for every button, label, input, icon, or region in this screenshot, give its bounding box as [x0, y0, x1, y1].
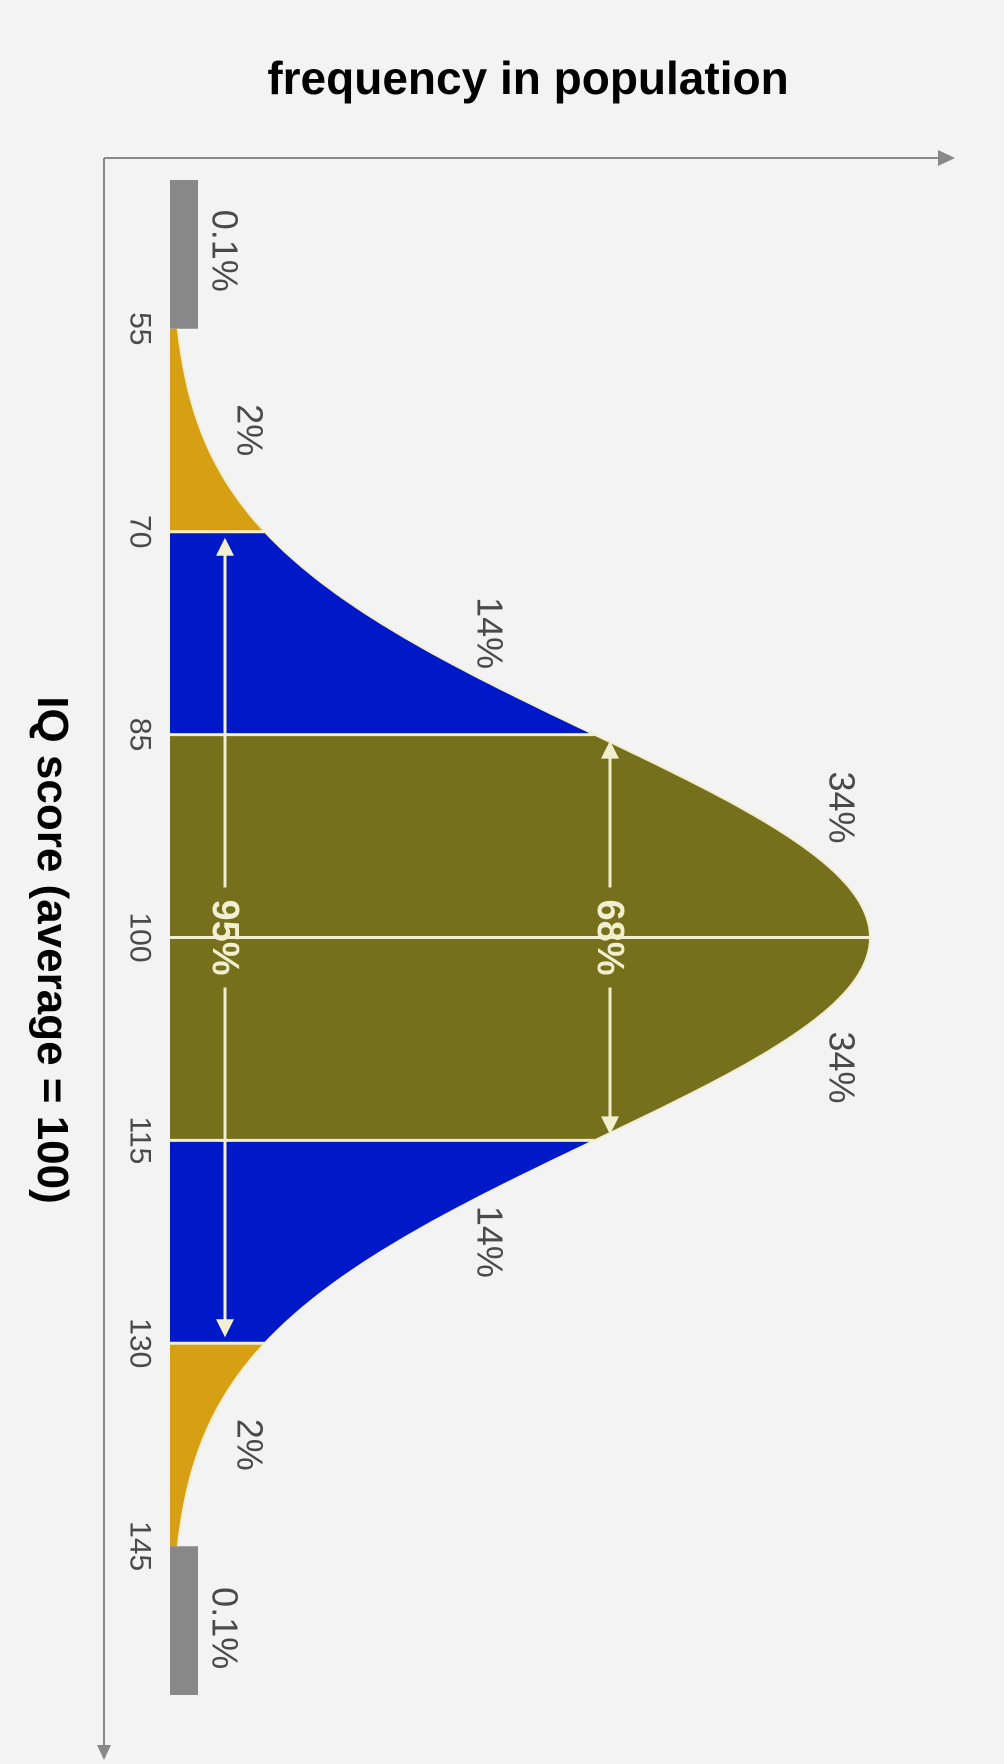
span-label-1: 95%: [204, 899, 246, 975]
band-percent-label-0: 0.1%: [205, 210, 246, 292]
span-arrowhead-top-0: [601, 740, 619, 759]
y-axis-arrowhead: [938, 150, 955, 166]
tick-label-145: 145: [124, 1521, 157, 1571]
span-arrowhead-bottom-0: [601, 1116, 619, 1135]
band-6: [170, 1343, 265, 1547]
tick-label-70: 70: [124, 515, 157, 548]
x-axis-label: IQ score (average = 100): [28, 696, 77, 1204]
labels-layer: 55 70 85 100 115 130 145 0.1% 2% 14% 34% 34% 14% 2% 0.…: [124, 210, 863, 1669]
band-7: [170, 1546, 198, 1695]
band-3: [170, 734, 870, 938]
band-percent-label-6: 2%: [230, 1419, 271, 1471]
span-arrowhead-top-1: [216, 537, 234, 556]
band-0: [170, 180, 198, 329]
tick-label-115: 115: [124, 1116, 157, 1164]
band-percent-label-1: 2%: [230, 404, 271, 456]
band-percent-label-2: 14%: [470, 597, 511, 669]
tick-label-55: 55: [124, 312, 157, 345]
curve-outline: [176, 328, 872, 1547]
tick-label-100: 100: [124, 912, 157, 962]
tick-label-85: 85: [124, 718, 157, 751]
band-4: [170, 937, 870, 1141]
band-percent-label-4: 34%: [822, 1031, 863, 1103]
span-arrowhead-bottom-1: [216, 1319, 234, 1338]
spans-layer: 68% 95%: [204, 537, 631, 1338]
band-percent-label-7: 0.1%: [205, 1587, 246, 1669]
tick-label-130: 130: [124, 1318, 157, 1368]
band-1: [170, 328, 265, 532]
x-axis-arrowhead: [97, 1745, 111, 1760]
band-percent-label-5: 14%: [470, 1206, 511, 1278]
dividers-layer: [170, 530, 870, 1345]
chart-title: frequency in population: [267, 52, 788, 104]
axes-layer: [97, 150, 955, 1760]
span-label-0: 68%: [589, 899, 631, 975]
band-percent-label-3: 34%: [822, 771, 863, 843]
